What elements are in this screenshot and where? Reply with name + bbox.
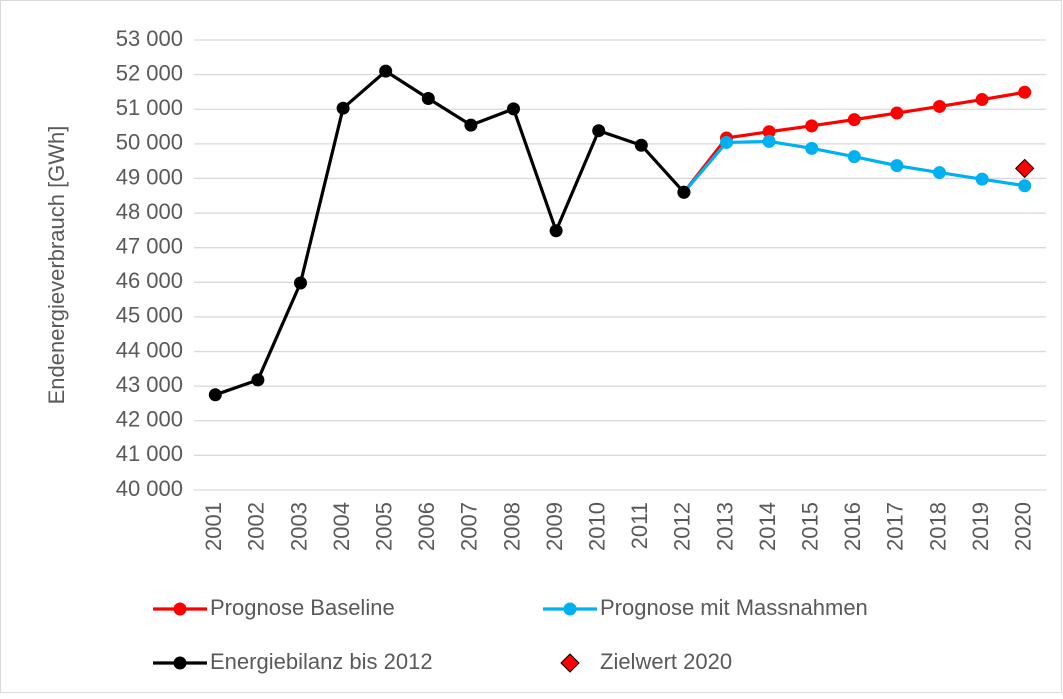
x-tick-label: 2001 xyxy=(201,502,226,551)
data-point xyxy=(1014,158,1035,179)
x-tick-label: 2008 xyxy=(499,502,524,551)
data-point xyxy=(762,134,776,148)
data-point xyxy=(762,125,776,139)
data-point xyxy=(933,166,946,180)
y-tick-label: 47 000 xyxy=(116,234,183,259)
x-tick-label: 2020 xyxy=(1011,502,1036,551)
data-point xyxy=(464,118,478,132)
legend-marker xyxy=(173,602,187,616)
data-point xyxy=(592,124,606,138)
x-tick-label: 2012 xyxy=(670,502,695,551)
x-tick-label: 2013 xyxy=(712,502,737,551)
x-tick-label: 2005 xyxy=(372,502,397,551)
legend-label: Energiebilanz bis 2012 xyxy=(210,649,433,674)
data-point xyxy=(975,93,989,107)
x-tick-label: 2002 xyxy=(244,502,269,551)
data-point xyxy=(847,113,861,127)
y-tick-label: 49 000 xyxy=(116,164,183,189)
data-point xyxy=(507,102,520,116)
data-point xyxy=(379,64,393,78)
data-point xyxy=(890,159,904,173)
y-axis-label: Endenergieverbrauch [GWh] xyxy=(44,126,69,405)
data-point xyxy=(933,99,946,113)
data-point xyxy=(1018,85,1032,99)
data-point xyxy=(421,92,435,105)
y-tick-label: 40 000 xyxy=(116,476,183,501)
data-point xyxy=(805,141,819,155)
x-tick-label: 2011 xyxy=(627,502,652,549)
x-tick-label: 2019 xyxy=(968,502,993,551)
y-tick-label: 52 000 xyxy=(116,60,183,85)
y-tick-label: 53 000 xyxy=(116,26,183,51)
y-tick-label: 46 000 xyxy=(116,268,183,293)
x-tick-label: 2009 xyxy=(542,502,567,551)
data-point xyxy=(549,224,563,238)
legend-label: Prognose Baseline xyxy=(210,595,395,620)
y-tick-label: 45 000 xyxy=(116,303,183,328)
legend-label: Zielwert 2020 xyxy=(600,649,732,674)
data-point xyxy=(336,101,350,115)
x-tick-label: 2004 xyxy=(329,502,354,551)
x-tick-label: 2016 xyxy=(840,502,865,551)
data-point xyxy=(251,373,265,387)
x-tick-label: 2007 xyxy=(457,502,482,551)
y-tick-label: 48 000 xyxy=(116,199,183,224)
data-point xyxy=(720,135,733,149)
data-point xyxy=(847,150,861,164)
data-point xyxy=(294,276,307,290)
x-tick-label: 2017 xyxy=(883,502,908,551)
data-point xyxy=(805,119,819,133)
x-tick-label: 2018 xyxy=(925,502,950,551)
legend-marker xyxy=(563,602,577,616)
legend-marker xyxy=(173,656,187,670)
legend-marker xyxy=(560,653,580,673)
x-tick-label: 2003 xyxy=(286,502,311,551)
data-point xyxy=(634,138,648,152)
y-tick-label: 42 000 xyxy=(116,407,183,432)
x-tick-label: 2014 xyxy=(755,502,780,551)
y-tick-label: 43 000 xyxy=(116,372,183,397)
data-point xyxy=(890,106,904,120)
y-tick-label: 51 000 xyxy=(116,95,183,120)
x-tick-label: 2006 xyxy=(414,502,439,551)
y-tick-label: 50 000 xyxy=(116,130,183,155)
data-point xyxy=(208,388,222,402)
y-tick-label: 41 000 xyxy=(116,441,183,466)
series-line xyxy=(214,69,686,397)
x-tick-label: 2010 xyxy=(585,502,610,551)
x-tick-label: 2015 xyxy=(798,502,823,551)
data-point xyxy=(975,172,989,186)
y-tick-label: 44 000 xyxy=(116,337,183,362)
data-point xyxy=(677,185,691,199)
data-point xyxy=(1018,179,1032,193)
legend-label: Prognose mit Massnahmen xyxy=(600,595,868,620)
